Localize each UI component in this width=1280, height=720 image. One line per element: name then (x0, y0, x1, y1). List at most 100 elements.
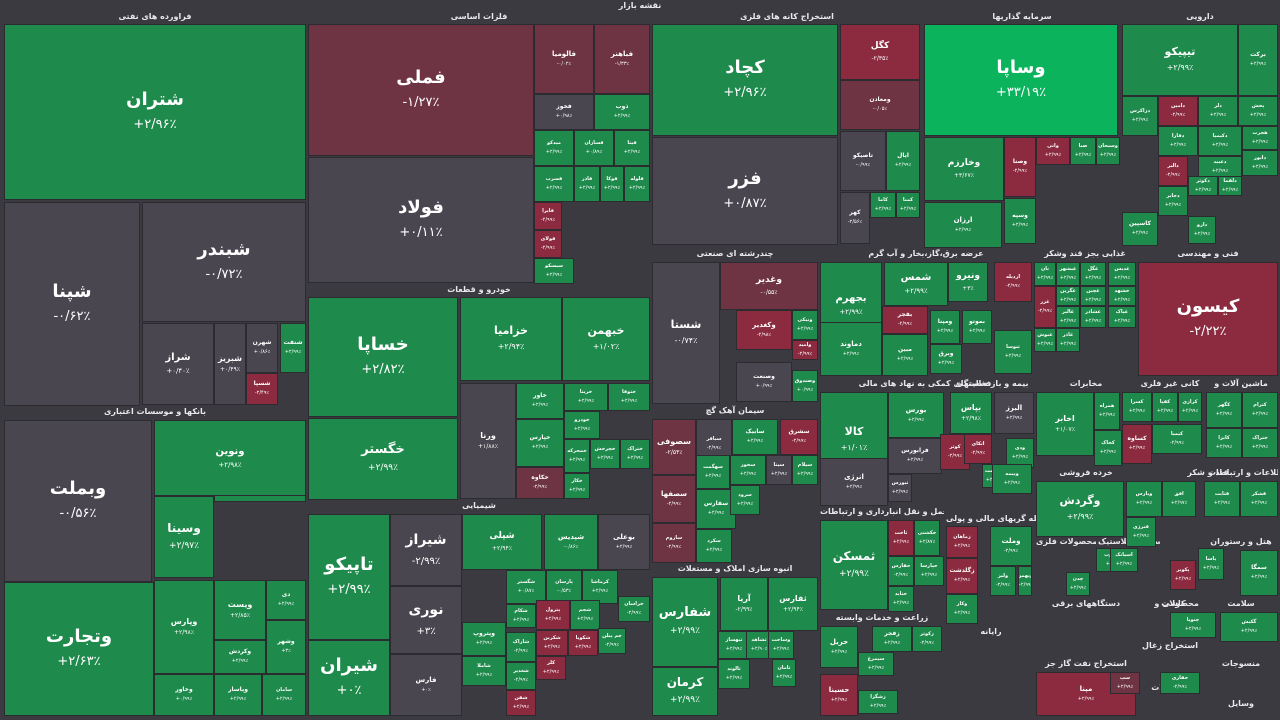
stock-tile[interactable]: شیران +۰٪ (308, 640, 390, 716)
stock-tile[interactable]: غشاذر +۲/۹۹٪ (1080, 306, 1106, 328)
stock-tile[interactable]: سصوفی -۲/۵۴٪ (652, 419, 696, 475)
stock-tile[interactable]: چنوپا +۲/۹۹٪ (1170, 612, 1216, 638)
stock-tile[interactable]: کلر +۲/۹۹٪ (536, 656, 566, 680)
stock-tile[interactable]: غالبر +۲/۹۹٪ (1056, 306, 1080, 328)
stock-tile[interactable]: وخارزم +۳/۶۷٪ (924, 137, 1004, 201)
stock-tile[interactable]: فخوز +۰/۹۸٪ (534, 94, 594, 130)
stock-tile[interactable]: شهرن +۰/۸۶٪ (246, 323, 278, 373)
stock-tile[interactable]: شپدیس -۰/۸۶٪ (544, 514, 598, 570)
stock-tile[interactable]: افق +۲/۹۷٪ (1162, 481, 1196, 517)
stock-tile[interactable]: ثامان +۲/۹۹٪ (772, 659, 796, 687)
stock-tile[interactable]: وکغدیر -۲/۹۸٪ (736, 310, 792, 350)
stock-tile[interactable]: فیتا +۲/۹۹٪ (614, 130, 650, 166)
stock-tile[interactable]: کیمیا -۲/۹۹٪ (1152, 424, 1202, 454)
stock-tile[interactable]: شجم +۲/۹۹٪ (570, 600, 600, 630)
stock-tile[interactable]: وپتروپ +۲/۹۹٪ (462, 622, 506, 656)
stock-tile[interactable]: حفاری -۲/۹۹٪ (1160, 672, 1200, 694)
stock-tile[interactable]: ولیز -۲/۹۹٪ (990, 566, 1016, 596)
stock-tile[interactable]: وساپا +۳۳/۱۹٪ (924, 24, 1118, 136)
stock-tile[interactable]: سیمرغ +۲/۹۹٪ (858, 652, 894, 676)
stock-tile[interactable]: وکردش +۲/۹۹٪ (214, 640, 266, 674)
stock-tile[interactable]: تیپیکو +۲/۹۹٪ (1122, 24, 1238, 96)
stock-tile[interactable]: حکشتی +۲/۸۷٪ (914, 520, 940, 556)
stock-tile[interactable]: وسبحان +۲/۹۹٪ (1096, 137, 1120, 165)
stock-tile[interactable]: پارسان -۰/۵۳٪ (546, 570, 582, 604)
stock-tile[interactable]: شگستر +۰/۸۷٪ (506, 570, 546, 604)
stock-tile[interactable]: وبهمن +۲/۹۹٪ (1018, 566, 1032, 596)
stock-tile[interactable]: کگل -۲/۳۵٪ (840, 24, 920, 80)
stock-tile[interactable]: ارزان +۲/۹۹٪ (924, 202, 1002, 248)
stock-tile[interactable]: ثشاهد +۲/۹۰٪ (746, 631, 772, 659)
stock-tile[interactable]: ونوین +۲/۹۸٪ (154, 420, 306, 496)
stock-tile[interactable]: سیلام +۲/۹۹٪ (792, 455, 818, 485)
stock-tile[interactable]: کترام +۲/۹۹٪ (1242, 392, 1278, 428)
stock-tile[interactable]: غگرین +۲/۹۹٪ (1056, 286, 1080, 306)
stock-tile[interactable]: فملی -۱/۲۷٪ (308, 24, 534, 156)
stock-tile[interactable]: سرود +۲/۹۹٪ (730, 485, 760, 515)
stock-tile[interactable]: غپاک +۲/۹۹٪ (1108, 306, 1136, 328)
stock-tile[interactable]: فولای -۲/۹۹٪ (534, 230, 562, 258)
stock-tile[interactable]: صبا +۲/۹۹٪ (1070, 137, 1096, 165)
stock-tile[interactable]: یاسا +۲/۹۹٪ (1198, 548, 1224, 580)
stock-tile[interactable]: خریتا +۲/۹۹٪ (564, 383, 608, 411)
stock-tile[interactable]: ایال +۲/۹۹٪ (886, 131, 920, 191)
stock-tile[interactable]: ویست +۲/۸۵٪ (214, 580, 266, 640)
stock-tile[interactable]: شستا -۰/۷۴٪ (652, 262, 720, 404)
stock-tile[interactable]: اسیاتک +۲/۹۹٪ (1110, 548, 1138, 572)
stock-tile[interactable]: بورس +۲/۹۹٪ (888, 392, 944, 438)
stock-tile[interactable]: وگردش +۲/۹۹٪ (1036, 481, 1124, 537)
stock-tile[interactable]: زفجر +۲/۹۹٪ (872, 626, 912, 652)
stock-tile[interactable]: سشرق -۲/۹۹٪ (780, 419, 818, 455)
stock-tile[interactable]: سمگا +۲/۹۹٪ (1240, 550, 1278, 596)
stock-tile[interactable]: سیسکو +۲/۹۹٪ (534, 258, 574, 284)
stock-tile[interactable]: ودی +۲/۹۹٪ (1006, 438, 1034, 468)
stock-tile[interactable]: بفجر -۲/۹۹٪ (882, 306, 928, 334)
stock-tile[interactable]: کرماشا +۲/۹۹٪ (582, 570, 618, 604)
stock-tile[interactable]: دی +۲/۹۹٪ (266, 580, 306, 620)
stock-tile[interactable]: قثابت +۲/۹۹٪ (1204, 481, 1240, 517)
stock-tile[interactable]: وبملت -۰/۵۶٪ (4, 420, 152, 582)
stock-tile[interactable]: خکار +۲/۹۹٪ (564, 473, 590, 499)
stock-tile[interactable]: وکار +۲/۹۹٪ (946, 594, 978, 624)
stock-tile[interactable]: ثاخت +۲/۹۹٪ (888, 520, 914, 556)
stock-tile[interactable]: البرز +۲/۹۹٪ (994, 392, 1034, 434)
stock-tile[interactable]: کایزا +۲/۹۹٪ (1206, 428, 1242, 458)
stock-tile[interactable]: خپارس +۲/۹۹٪ (516, 419, 564, 467)
stock-tile[interactable]: ونیکی +۲/۹۹٪ (792, 310, 818, 340)
stock-tile[interactable]: شیراز -۲/۹۹٪ (390, 514, 462, 586)
stock-tile[interactable]: دالبر -۲/۹۹٪ (1158, 156, 1188, 186)
stock-tile[interactable]: اردیله -۲/۹۹٪ (994, 262, 1032, 302)
stock-tile[interactable]: فاذر +۲/۹۹٪ (574, 166, 600, 202)
stock-tile[interactable]: غزر -۲/۹۹٪ (1034, 286, 1056, 328)
stock-tile[interactable]: دکیمیا +۲/۹۹٪ (1198, 126, 1242, 156)
stock-tile[interactable]: دفارا +۲/۹۹٪ (1158, 126, 1198, 156)
stock-tile[interactable]: کرازی +۲/۹۹٪ (1178, 392, 1202, 422)
stock-tile[interactable]: اخابر +۱/۰۷٪ (1036, 392, 1094, 456)
stock-tile[interactable]: نوری +۳٪ (390, 586, 462, 654)
stock-tile[interactable]: وپارس +۲/۹۹٪ (1126, 481, 1162, 517)
stock-tile[interactable]: ثفارس +۲/۹۴٪ (768, 577, 818, 631)
stock-tile[interactable]: کمنا +۲/۹۹٪ (896, 192, 920, 218)
stock-tile[interactable]: شاملا +۲/۹۹٪ (462, 656, 506, 686)
stock-tile[interactable]: شفن +۲/۹۹٪ (506, 690, 536, 716)
stock-tile[interactable]: سیتا +۲/۹۹٪ (766, 455, 792, 485)
stock-tile[interactable]: وصنعت +۰/۹۹٪ (736, 362, 792, 402)
stock-tile[interactable]: ذوب +۲/۹۹٪ (594, 94, 650, 130)
stock-tile[interactable]: پخش +۲/۹۹٪ (1238, 96, 1278, 126)
stock-tile[interactable]: واتی +۲/۹۹٪ (1036, 137, 1070, 165)
stock-tile[interactable]: نان +۲/۹۹٪ (1034, 262, 1056, 286)
stock-tile[interactable]: مبین +۲/۹۹٪ (882, 334, 928, 376)
stock-tile[interactable]: جم پیلن -۲/۹۹٪ (598, 628, 626, 654)
stock-tile[interactable]: غچین +۲/۹۹٪ (1080, 286, 1106, 306)
stock-tile[interactable]: وتجارت +۲/۶۳٪ (4, 582, 154, 716)
stock-tile[interactable]: ومعادن -۰/۰۵٪ (840, 80, 920, 130)
stock-tile[interactable]: وپاسار +۲/۹۹٪ (214, 674, 262, 716)
stock-tile[interactable]: شبندر -۰/۷۲٪ (142, 202, 306, 322)
stock-tile[interactable]: شغدیر -۲/۹۹٪ (506, 662, 536, 690)
stock-tile[interactable]: دعبید +۲/۹۹٪ (1198, 156, 1242, 178)
stock-tile[interactable]: کیسون -۲/۲۲٪ (1138, 262, 1278, 376)
stock-tile[interactable]: سصفها -۲/۹۹٪ (652, 475, 696, 523)
stock-tile[interactable]: فسرب +۲/۹۹٪ (534, 166, 574, 202)
stock-tile[interactable]: کهر -۲/۵۶٪ (840, 192, 870, 244)
stock-tile[interactable]: وصندوق +۰/۹۹٪ (792, 370, 818, 402)
